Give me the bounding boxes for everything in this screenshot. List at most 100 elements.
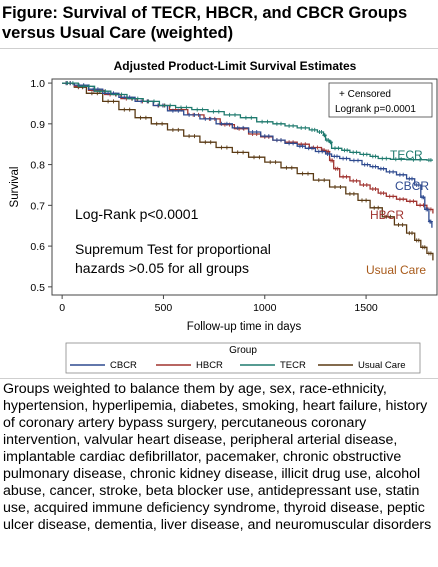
- y-tick-label: 1.0: [30, 78, 45, 90]
- y-tick-label: 0.6: [30, 241, 45, 253]
- censor-mark: [170, 108, 175, 113]
- censor-mark: [179, 105, 183, 110]
- censor-mark: [152, 99, 156, 104]
- censor-mark: [233, 112, 237, 117]
- censor-mark: [241, 150, 246, 155]
- censor-mark: [235, 150, 240, 155]
- censor-mark: [303, 125, 308, 130]
- censor-mark: [195, 107, 200, 112]
- chart-title: Adjusted Product-Limit Survival Estimate…: [114, 59, 357, 73]
- censor-mark: [344, 174, 349, 179]
- censor-mark: [106, 91, 111, 96]
- censor-mark: [138, 115, 143, 120]
- censor-mark: [114, 92, 119, 97]
- censor-mark: [410, 231, 414, 236]
- censor-mark: [135, 96, 140, 101]
- plot-frame: [51, 78, 438, 296]
- censor-mark: [320, 149, 325, 154]
- survival-curve-usual-care: [62, 82, 434, 261]
- censor-mark: [391, 194, 396, 199]
- x-tick-label: 0: [59, 302, 65, 314]
- censor-mark: [227, 112, 232, 117]
- censor-mark: [146, 99, 151, 104]
- logrank-annotation: Log-Rank p<0.0001: [75, 206, 199, 222]
- censor-mark: [411, 199, 416, 204]
- censor-mark: [192, 134, 197, 139]
- censor-mark: [203, 140, 208, 145]
- censor-mark: [418, 157, 423, 162]
- censor-mark: [364, 183, 369, 187]
- censor-mark: [428, 219, 433, 224]
- legend-label-hbcr: HBCR: [196, 360, 223, 371]
- censor-mark: [98, 89, 102, 94]
- censor-mark: [219, 145, 224, 150]
- censor-mark: [287, 123, 292, 128]
- censor-mark: [416, 183, 421, 187]
- censor-mark: [287, 141, 292, 146]
- censor-mark: [330, 158, 335, 163]
- censor-mark: [208, 140, 213, 145]
- censor-mark: [70, 81, 75, 86]
- censor-mark: [306, 171, 310, 176]
- censor-mark: [291, 123, 296, 128]
- legend-label-usual-care: Usual Care: [358, 360, 406, 371]
- censor-mark: [401, 197, 406, 202]
- censor-mark: [360, 198, 364, 203]
- censor-mark: [65, 81, 70, 86]
- censor-mark: [422, 245, 427, 250]
- censor-mark: [428, 251, 433, 256]
- y-axis: 0.5 0.6 0.7 0.8 0.9 1.0: [30, 78, 52, 294]
- censor-mark: [315, 145, 320, 150]
- survival-curve-tecr: [62, 82, 433, 161]
- censor-mark: [381, 191, 386, 196]
- censor-mark: [143, 115, 148, 120]
- censor-mark: [356, 158, 360, 163]
- censor-mark: [127, 107, 132, 112]
- series-layer: [62, 81, 434, 261]
- censor-mark: [266, 134, 271, 139]
- censor-mark: [265, 119, 270, 124]
- censor-mark: [338, 185, 343, 189]
- censor-mark: [428, 158, 433, 163]
- censor-mark: [373, 164, 378, 169]
- censor-mark: [184, 105, 189, 110]
- censor-mark: [262, 134, 267, 139]
- group-legend-items: CBCR HBCR TECR Usual Care: [70, 360, 406, 371]
- censor-mark: [428, 207, 433, 212]
- censor-mark: [254, 130, 259, 134]
- censor-mark: [365, 162, 370, 167]
- censor-mark: [279, 138, 283, 143]
- censor-mark: [284, 165, 289, 170]
- censor-mark: [81, 84, 86, 89]
- censor-mark: [384, 214, 389, 219]
- censor-mark: [333, 185, 337, 189]
- censor-mark: [336, 146, 341, 151]
- x-axis-label: Follow-up time in days: [187, 321, 302, 333]
- censor-mark: [410, 176, 414, 181]
- censor-mark: [416, 238, 421, 243]
- censor-mark: [310, 146, 314, 151]
- censor-mark: [219, 121, 224, 126]
- censor-mark: [351, 191, 356, 196]
- censor-mark: [391, 169, 396, 174]
- censor-mark: [249, 115, 254, 120]
- censor-mark: [224, 121, 229, 126]
- censor-mark: [364, 198, 369, 203]
- censor-mark: [170, 127, 175, 132]
- censor-mark: [252, 155, 256, 160]
- censor-mark: [408, 199, 412, 204]
- censor-mark: [224, 145, 229, 150]
- censor-mark: [291, 141, 296, 146]
- censor-mark: [89, 91, 94, 96]
- figure-title: Figure: Survival of TECR, HBCR, and CBCR…: [2, 4, 408, 42]
- censor-mark: [300, 171, 305, 176]
- supremum-annotation-line1: Supremum Test for proportional: [75, 241, 271, 257]
- censor-mark: [154, 121, 159, 126]
- caption-divider: [0, 378, 438, 379]
- censor-mark: [354, 150, 359, 155]
- x-tick-label: 1000: [253, 302, 277, 314]
- censor-mark: [250, 130, 255, 134]
- censor-mark: [347, 191, 352, 196]
- censor-mark: [418, 203, 423, 208]
- censor-mark: [319, 130, 324, 134]
